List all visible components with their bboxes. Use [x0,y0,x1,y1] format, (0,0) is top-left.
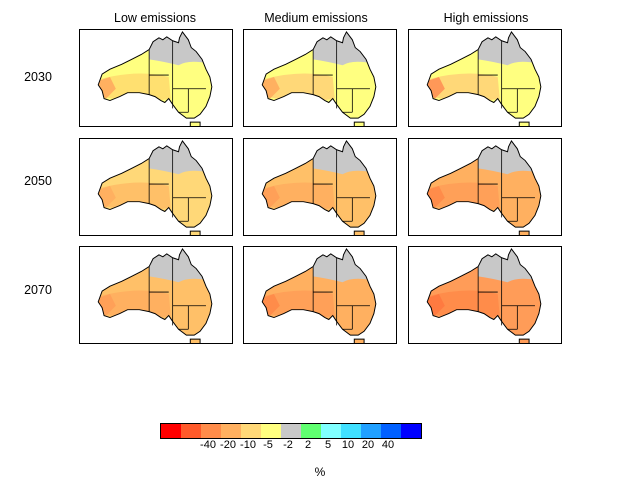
colorbar-tick-label: 20 [361,439,375,451]
map-region [264,73,335,102]
coastline [261,248,377,343]
australia-map [261,31,377,126]
australia-map [426,31,542,126]
australia-map [426,140,542,235]
state-borders [477,40,535,113]
map-panel-2050-medium [243,138,397,236]
colorbar-tick-label: 2 [304,439,312,451]
coastline [426,31,542,126]
state-borders [312,257,370,330]
state-borders [477,257,535,330]
map-panel-2050-low [79,138,233,236]
map-region [429,73,500,102]
column-title-medium: Medium emissions [264,11,368,25]
state-borders [148,257,206,330]
map-region [429,290,500,319]
map-region [478,248,537,283]
column-title-high: High emissions [443,11,529,25]
map-panel-2050-high [408,138,562,236]
australia-map [97,248,213,343]
map-panel-2030-low [79,29,233,127]
state-borders [312,149,370,222]
row-label-2070: 2070 [24,283,52,297]
colorbar-tick-label: 10 [341,439,355,451]
colorbar-tick-label: -5 [263,439,273,451]
map-region [313,248,372,283]
colorbar-swatch [341,424,361,438]
state-borders [477,149,535,222]
colorbar-unit: % [314,465,326,479]
row-label-2030: 2030 [24,70,52,84]
map-region [429,182,500,211]
australia-map [261,248,377,343]
coastline [261,140,377,235]
map-panel-2030-high [408,29,562,127]
colorbar-swatch [401,424,421,438]
colorbar-tick-label: 5 [324,439,332,451]
state-borders [148,40,206,113]
colorbar-swatch [301,424,321,438]
colorbar-tick-label: -40 [200,439,216,451]
map-panel-2030-medium [243,29,397,127]
australia-map [97,140,213,235]
coastline [97,248,213,343]
map-region [100,73,171,102]
colorbar-swatch [161,424,181,438]
coastline [97,31,213,126]
colorbar-swatch [241,424,261,438]
colorbar-swatch [201,424,221,438]
coastline [97,140,213,235]
map-region [100,290,171,319]
map-region [100,182,171,211]
colorbar-tick-label: -20 [220,439,236,451]
colorbar-swatch [381,424,401,438]
coastline [261,31,377,126]
row-label-2050: 2050 [24,174,52,188]
australia-map [426,248,542,343]
colorbar-swatch [281,424,301,438]
map-region [149,140,208,175]
map-panel-2070-high [408,246,562,344]
map-panel-2070-medium [243,246,397,344]
colorbar-tick-label: -2 [283,439,293,451]
map-region [264,182,335,211]
coastline [426,248,542,343]
australia-map [261,140,377,235]
colorbar-swatch [321,424,341,438]
map-region [313,31,372,66]
colorbar-swatch [361,424,381,438]
colorbar [160,423,422,439]
map-region [149,31,208,66]
colorbar-swatch [261,424,281,438]
map-panel-2070-low [79,246,233,344]
state-borders [148,149,206,222]
state-borders [312,40,370,113]
map-region [149,248,208,283]
australia-map [97,31,213,126]
colorbar-swatch [181,424,201,438]
column-title-low: Low emissions [114,11,196,25]
map-region [478,31,537,66]
map-region [478,140,537,175]
map-region [264,290,335,319]
colorbar-swatch [221,424,241,438]
colorbar-tick-label: 40 [381,439,395,451]
map-region [313,140,372,175]
coastline [426,140,542,235]
colorbar-tick-label: -10 [240,439,256,451]
